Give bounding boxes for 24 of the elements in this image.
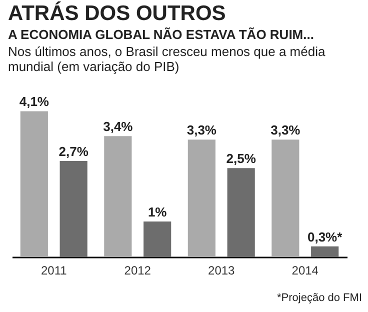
x-tick-label: 2011 [40,264,68,278]
bar [272,140,300,257]
bar [227,168,255,257]
text: Nos últimos anos, o Brasil cresceu menos que a média mundial (em variação do PIB) [8,44,326,74]
bar [144,221,172,257]
chart-title: ATRÁS DOS OUTROS [8,2,227,26]
data-label: 3,4% [103,119,134,134]
data-label: 3,3% [270,122,301,138]
bar [60,161,88,257]
data-label: 2,7% [58,144,89,159]
text: *Projeção do FMI [277,292,362,304]
x-tick-label: 2012 [124,264,152,278]
data-label: 1% [148,204,168,220]
bar [311,246,339,257]
bar [188,140,216,257]
data-label: 3,3% [186,122,217,138]
x-tick-label: 2013 [208,264,236,278]
x-tick-label: 2014 [292,264,319,278]
chart-subtitle: A ECONOMIA GLOBAL NÃO ESTAVA TÃO RUIM... [8,27,315,42]
data-label: 4,1% [19,94,50,110]
data-label: 0,3%* [307,229,344,244]
data-label: 2,5% [226,151,256,166]
bar [104,136,132,257]
bar [20,111,48,257]
